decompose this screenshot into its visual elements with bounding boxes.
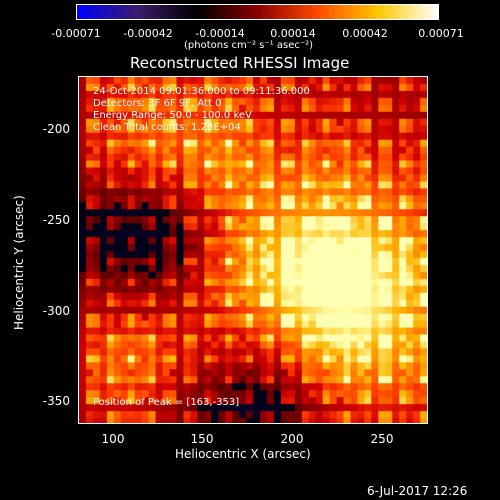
annotation-peak-position: Position of Peak = [163,-353] bbox=[93, 397, 240, 408]
annotation-energy-range: Energy Range: 50.0 - 100.0 keV bbox=[93, 110, 252, 121]
x-tick-label: 250 bbox=[370, 432, 394, 446]
x-tick-label: 100 bbox=[101, 432, 125, 446]
colorbar-unit-label: (photons cm⁻² s⁻¹ asec⁻²) bbox=[184, 40, 314, 51]
x-tick-label: 150 bbox=[190, 432, 214, 446]
y-axis-label: Heliocentric Y (arcsec) bbox=[12, 195, 26, 330]
colorbar-tick-label: 0.00014 bbox=[270, 27, 316, 40]
annotation-time-range: 24-Oct-2014 09:01:36.000 to 09:11:36.000 bbox=[93, 86, 310, 97]
y-tick-label: -200 bbox=[42, 122, 70, 136]
colorbar-tick-label: -0.00014 bbox=[195, 27, 245, 40]
y-tick-label: -250 bbox=[42, 213, 70, 227]
colorbar bbox=[76, 4, 439, 20]
annotation-detectors: Detectors: 3F 6F 9F, Att 0 bbox=[93, 98, 222, 109]
annotation-clean-counts: Clean Total counts: 1.28E+04 bbox=[93, 122, 241, 133]
rhessi-image-plot bbox=[78, 76, 428, 424]
colorbar-tick-label: 0.00071 bbox=[418, 27, 464, 40]
colorbar-tick-label: -0.00042 bbox=[123, 27, 173, 40]
y-tick-label: -300 bbox=[42, 304, 70, 318]
x-tick-label: 200 bbox=[280, 432, 304, 446]
image-title: Reconstructed RHESSI Image bbox=[130, 54, 350, 72]
y-tick-label: -350 bbox=[42, 394, 70, 408]
colorbar-tick-label: 0.00042 bbox=[342, 27, 388, 40]
x-axis-label: Heliocentric X (arcsec) bbox=[175, 447, 311, 461]
rhessi-image-heatmap bbox=[79, 77, 427, 423]
colorbar-tick-label: -0.00071 bbox=[51, 27, 101, 40]
plot-timestamp: 6-Jul-2017 12:26 bbox=[367, 484, 468, 498]
